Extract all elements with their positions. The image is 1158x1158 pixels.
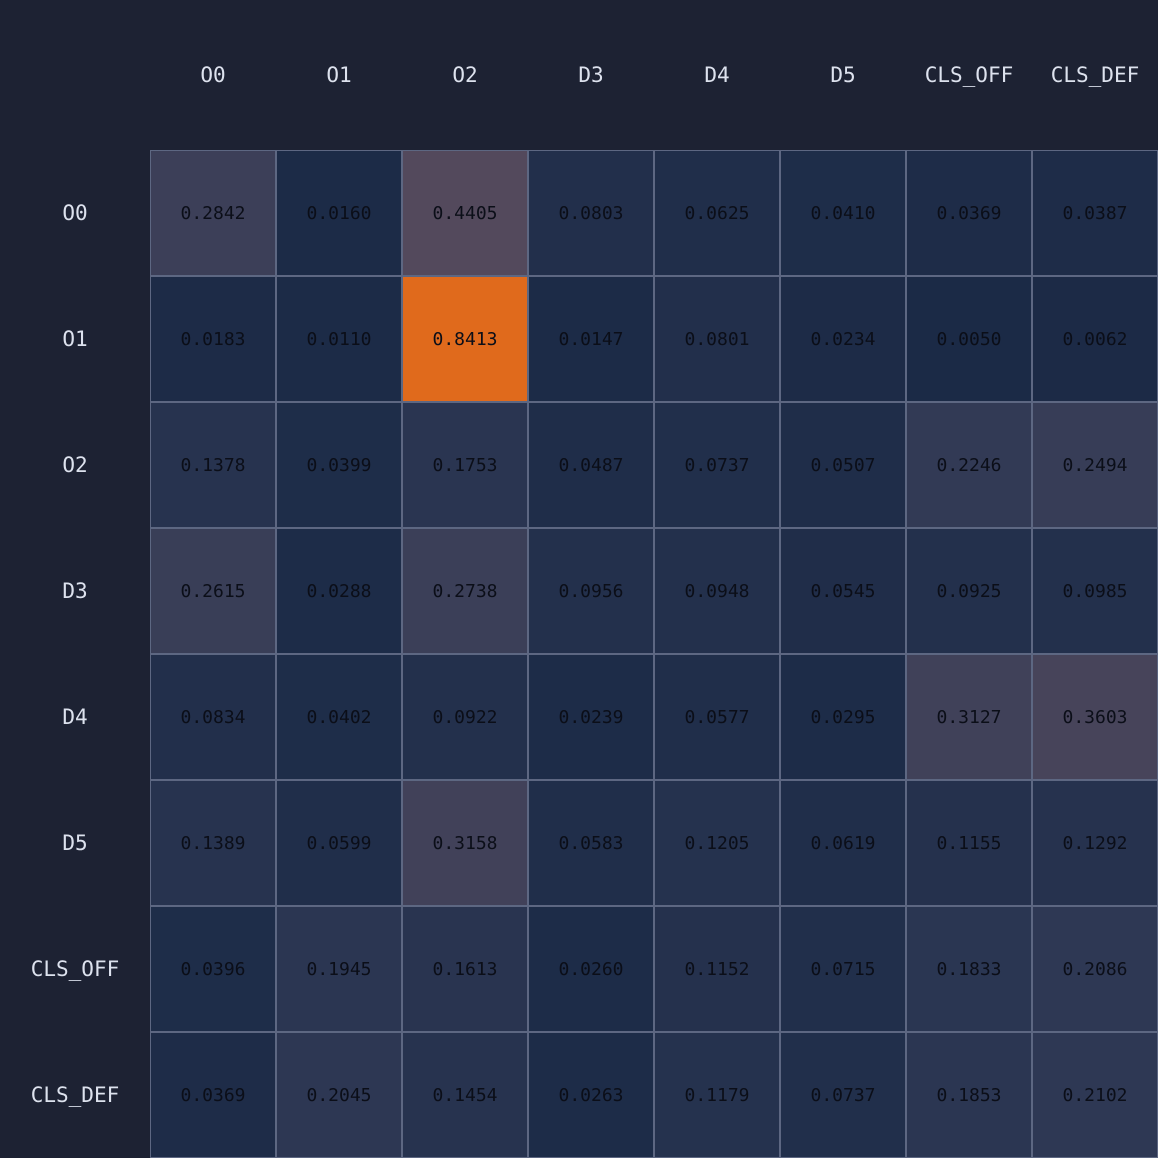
row-label: D3 xyxy=(62,579,88,603)
heatmap-cell: 0.1454 xyxy=(402,1032,528,1158)
row-label: CLS_OFF xyxy=(30,957,120,981)
heatmap-cell: 0.2494 xyxy=(1032,402,1158,528)
heatmap-cell: 0.1853 xyxy=(906,1032,1032,1158)
heatmap-cell: 0.0263 xyxy=(528,1032,654,1158)
heatmap-cell: 0.0985 xyxy=(1032,528,1158,654)
heatmap-cell: 0.8413 xyxy=(402,276,528,402)
heatmap-cell: 0.2842 xyxy=(150,150,276,276)
heatmap-cell: 0.1378 xyxy=(150,402,276,528)
heatmap-cell: 0.0801 xyxy=(654,276,780,402)
heatmap-cell: 0.1155 xyxy=(906,780,1032,906)
heatmap-cell: 0.2615 xyxy=(150,528,276,654)
row-label: O1 xyxy=(62,327,88,351)
heatmap-cell: 0.0715 xyxy=(780,906,906,1032)
heatmap-cell: 0.0147 xyxy=(528,276,654,402)
heatmap-cell: 0.0183 xyxy=(150,276,276,402)
heatmap-cell: 0.2246 xyxy=(906,402,1032,528)
heatmap-cell: 0.0050 xyxy=(906,276,1032,402)
heatmap-cell: 0.1152 xyxy=(654,906,780,1032)
heatmap-cell: 0.0369 xyxy=(150,1032,276,1158)
heatmap-cell: 0.2045 xyxy=(276,1032,402,1158)
column-label: O1 xyxy=(326,63,352,87)
heatmap-cell: 0.0110 xyxy=(276,276,402,402)
heatmap-cell: 0.3603 xyxy=(1032,654,1158,780)
heatmap-cell: 0.0948 xyxy=(654,528,780,654)
heatmap-cell: 0.0487 xyxy=(528,402,654,528)
row-label: D5 xyxy=(62,831,88,855)
heatmap-cell: 0.0545 xyxy=(780,528,906,654)
heatmap-cell: 0.3158 xyxy=(402,780,528,906)
row-label: O0 xyxy=(62,201,88,225)
heatmap-cell: 0.0925 xyxy=(906,528,1032,654)
row-label: O2 xyxy=(62,453,88,477)
heatmap-cell: 0.0239 xyxy=(528,654,654,780)
heatmap-cell: 0.0507 xyxy=(780,402,906,528)
heatmap-cell: 0.0288 xyxy=(276,528,402,654)
column-label: D4 xyxy=(704,63,730,87)
heatmap-cell: 0.0625 xyxy=(654,150,780,276)
heatmap-cell: 0.2086 xyxy=(1032,906,1158,1032)
heatmap-cell: 0.0396 xyxy=(150,906,276,1032)
heatmap-cell: 0.0956 xyxy=(528,528,654,654)
heatmap-cell: 0.0922 xyxy=(402,654,528,780)
heatmap-cell: 0.1205 xyxy=(654,780,780,906)
row-label: D4 xyxy=(62,705,88,729)
heatmap-cell: 0.0803 xyxy=(528,150,654,276)
heatmap-cell: 0.2102 xyxy=(1032,1032,1158,1158)
heatmap-cell: 0.0834 xyxy=(150,654,276,780)
heatmap-cell: 0.0402 xyxy=(276,654,402,780)
column-label: CLS_DEF xyxy=(1050,63,1140,87)
column-label: O2 xyxy=(452,63,478,87)
heatmap-cell: 0.0387 xyxy=(1032,150,1158,276)
column-label: O0 xyxy=(200,63,226,87)
heatmap-cell: 0.0737 xyxy=(780,1032,906,1158)
column-label: D5 xyxy=(830,63,856,87)
heatmap-cell: 0.0619 xyxy=(780,780,906,906)
heatmap-cell: 0.0399 xyxy=(276,402,402,528)
heatmap-cell: 0.4405 xyxy=(402,150,528,276)
heatmap-cell: 0.0234 xyxy=(780,276,906,402)
heatmap-cell: 0.0369 xyxy=(906,150,1032,276)
heatmap-cell: 0.1179 xyxy=(654,1032,780,1158)
column-label: D3 xyxy=(578,63,604,87)
heatmap-cell: 0.1945 xyxy=(276,906,402,1032)
heatmap-cell: 0.1833 xyxy=(906,906,1032,1032)
heatmap-cell: 0.0062 xyxy=(1032,276,1158,402)
heatmap-cell: 0.0295 xyxy=(780,654,906,780)
heatmap-cell: 0.0583 xyxy=(528,780,654,906)
heatmap-cell: 0.1753 xyxy=(402,402,528,528)
heatmap-cell: 0.0577 xyxy=(654,654,780,780)
heatmap-cell: 0.0410 xyxy=(780,150,906,276)
heatmap-cell: 0.0160 xyxy=(276,150,402,276)
heatmap-cell: 0.2738 xyxy=(402,528,528,654)
column-label: CLS_OFF xyxy=(924,63,1014,87)
row-label: CLS_DEF xyxy=(30,1083,120,1107)
heatmap-cell: 0.1613 xyxy=(402,906,528,1032)
heatmap-cell: 0.3127 xyxy=(906,654,1032,780)
heatmap-cell: 0.0260 xyxy=(528,906,654,1032)
heatmap-cell: 0.0737 xyxy=(654,402,780,528)
heatmap-cell: 0.0599 xyxy=(276,780,402,906)
heatmap-cell: 0.1292 xyxy=(1032,780,1158,906)
heatmap-cell: 0.1389 xyxy=(150,780,276,906)
